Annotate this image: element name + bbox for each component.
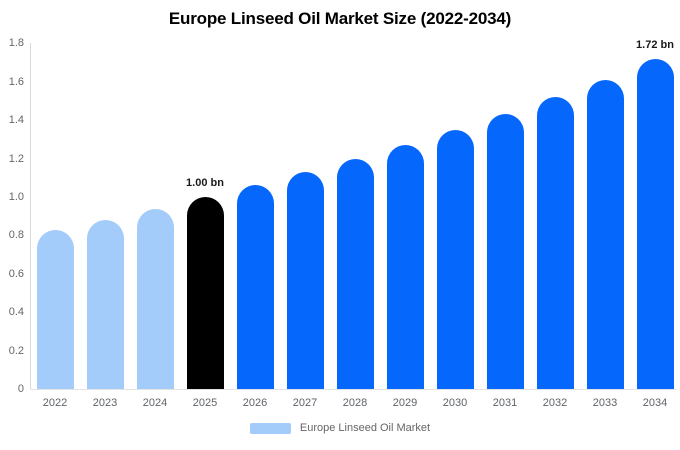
x-label-2034: 2034 <box>642 397 668 409</box>
x-label-2029: 2029 <box>392 397 418 409</box>
bar-2034 <box>636 58 674 389</box>
bar-2033 <box>586 79 624 389</box>
y-tick-label: 0 <box>17 383 24 395</box>
y-tick-label: 1.4 <box>8 114 24 127</box>
x-label-2032: 2032 <box>542 397 568 409</box>
bar-2024 <box>136 208 174 389</box>
y-tick-label: 0.8 <box>8 229 24 242</box>
legend: Europe Linseed Oil Market <box>0 422 680 434</box>
x-label-2030: 2030 <box>442 397 468 409</box>
x-label-2024: 2024 <box>142 397 168 409</box>
bar-2025 <box>186 197 224 389</box>
bar-2022 <box>36 229 74 389</box>
value-label-2034: 1.72 bn <box>636 38 674 51</box>
x-label-2028: 2028 <box>342 397 368 409</box>
x-label-2023: 2023 <box>92 397 118 409</box>
bar-2031 <box>486 114 524 389</box>
bar-2028 <box>336 158 374 389</box>
legend-swatch <box>249 422 291 434</box>
chart-title: Europe Linseed Oil Market Size (2022-203… <box>168 9 512 28</box>
bar-2032 <box>536 97 574 389</box>
value-label-2025: 1.00 bn <box>186 177 224 189</box>
legend-label: Europe Linseed Oil Market <box>299 422 431 434</box>
x-axis-line <box>30 389 676 390</box>
x-label-2025: 2025 <box>192 397 218 409</box>
y-tick-label: 0.6 <box>8 267 24 280</box>
bar-2026 <box>236 185 274 389</box>
x-label-2031: 2031 <box>492 397 518 409</box>
y-tick-label: 1.6 <box>8 75 24 88</box>
y-axis-line <box>30 43 31 389</box>
bar-2027 <box>286 172 324 389</box>
bar-2029 <box>386 145 424 389</box>
y-tick-label: 1.8 <box>8 37 24 50</box>
x-label-2033: 2033 <box>592 397 618 409</box>
x-label-2026: 2026 <box>242 397 268 409</box>
bar-2030 <box>436 129 474 389</box>
bar-2023 <box>86 220 124 389</box>
y-tick-label: 0.4 <box>8 306 24 319</box>
y-tick-label: 0.2 <box>8 344 24 357</box>
x-label-2027: 2027 <box>292 397 318 409</box>
y-tick-label: 1.0 <box>8 191 24 203</box>
y-tick-label: 1.2 <box>8 152 24 165</box>
x-label-2022: 2022 <box>42 397 68 409</box>
